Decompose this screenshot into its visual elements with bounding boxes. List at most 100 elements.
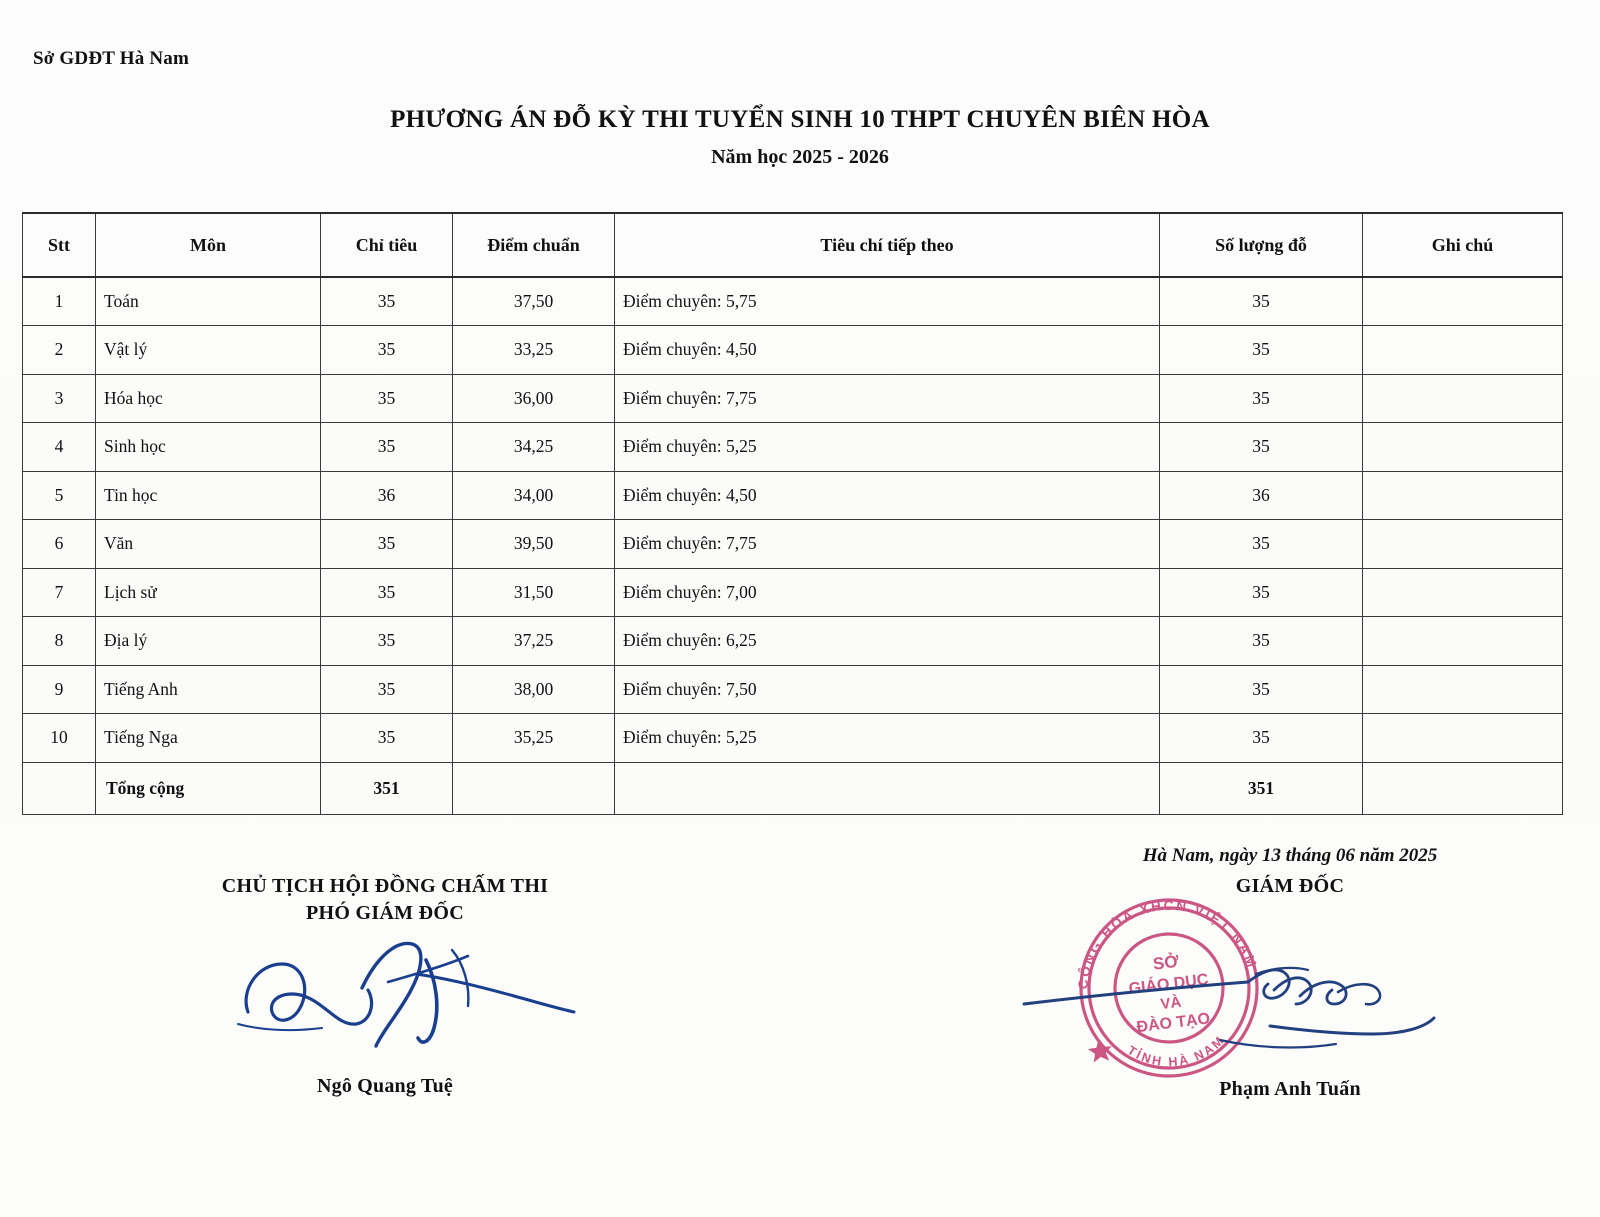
cell-cutoff: 35,25: [452, 713, 615, 763]
cell-admitted: 35: [1159, 664, 1363, 714]
cell-subject: Tiếng Nga: [95, 713, 321, 763]
cell-total-notes: [1362, 761, 1563, 815]
table-row: 9 Tiếng Anh 35 38,00 Điểm chuyên: 7,50 3…: [22, 664, 1563, 714]
cell-criteria: Điểm chuyên: 7,75: [614, 519, 1160, 569]
svg-text:CỘNG HÒA XHCN VIỆT NAM: CỘNG HÒA XHCN VIỆT NAM: [1066, 887, 1261, 992]
signature-name-right: Phạm Anh Tuấn: [1219, 1078, 1361, 1100]
cell-subject: Lịch sử: [95, 567, 321, 617]
cell-criteria: Điểm chuyên: 6,25: [614, 616, 1160, 666]
cell-cutoff: 37,25: [452, 616, 615, 666]
cell-stt: 10: [22, 713, 96, 763]
cell-notes: [1362, 567, 1563, 617]
cell-criteria: Điểm chuyên: 4,50: [614, 470, 1160, 520]
cell-quota: 35: [320, 276, 453, 326]
table-row: 8 Địa lý 35 37,25 Điểm chuyên: 6,25 35: [22, 616, 1563, 666]
stamp-bottom-text: TỈNH HÀ NAM: [1124, 1032, 1231, 1075]
cell-subject: Toán: [95, 276, 321, 326]
cell-admitted: 35: [1159, 616, 1363, 666]
cell-quota: 36: [320, 470, 453, 520]
column-header-notes: Ghi chú: [1362, 212, 1563, 278]
cell-criteria: Điểm chuyên: 7,75: [614, 373, 1160, 423]
signature-block-right: GIÁM ĐỐC: [1030, 873, 1550, 900]
cell-stt: 7: [22, 567, 96, 617]
cell-subject: Địa lý: [95, 616, 321, 666]
table-row: 5 Tin học 36 34,00 Điểm chuyên: 4,50 36: [22, 470, 1563, 520]
column-header-subject: Môn: [95, 212, 321, 278]
cell-admitted: 35: [1159, 373, 1363, 423]
cell-admitted: 35: [1159, 713, 1363, 763]
cell-cutoff: 37,50: [452, 276, 615, 326]
cell-cutoff: 34,00: [452, 470, 615, 520]
cell-criteria: Điểm chuyên: 4,50: [614, 325, 1160, 375]
signature-role-chairman: CHỦ TỊCH HỘI ĐỒNG CHẤM THI: [221, 875, 549, 897]
cell-stt: 2: [22, 325, 96, 375]
cell-quota: 35: [320, 713, 453, 763]
handwritten-signature-icon-left: [237, 941, 576, 1048]
cell-cutoff: 38,00: [452, 664, 615, 714]
stamp-center-line-4: ĐÀO TẠO: [1135, 1008, 1211, 1036]
signature-date-line: Hà Nam, ngày 13 tháng 06 năm 2025: [1142, 845, 1438, 866]
cell-total-label: Tổng cộng: [95, 761, 321, 815]
stamp-center-line-2: GIÁO DỤC: [1128, 969, 1210, 998]
cell-admitted: 35: [1159, 422, 1363, 472]
cell-subject: Văn: [95, 519, 321, 569]
cell-stt: 8: [22, 616, 96, 666]
column-header-cutoff: Điểm chuẩn: [452, 212, 615, 278]
cell-quota: 35: [320, 325, 453, 375]
cell-stt: 6: [22, 519, 96, 569]
column-header-quota: Chỉ tiêu: [320, 212, 453, 278]
cell-subject: Vật lý: [95, 325, 321, 375]
table-total-row: Tổng cộng 351 351: [22, 761, 1563, 815]
cell-notes: [1362, 422, 1563, 472]
cell-admitted: 35: [1159, 325, 1363, 375]
table-row: 10 Tiếng Nga 35 35,25 Điểm chuyên: 5,25 …: [22, 713, 1563, 763]
handwritten-signature-icon-right: [1022, 966, 1436, 1049]
cell-criteria: Điểm chuyên: 5,25: [614, 713, 1160, 763]
table-row: 6 Văn 35 39,50 Điểm chuyên: 7,75 35: [22, 519, 1563, 569]
column-header-admitted: Số lượng đỗ: [1159, 212, 1363, 278]
cell-stt: 3: [22, 373, 96, 423]
column-header-stt: Stt: [22, 212, 96, 278]
cell-admitted: 35: [1159, 519, 1363, 569]
stamp-outer-text: CỘNG HÒA XHCN VIỆT NAM: [1066, 887, 1261, 992]
cell-total-quota: 351: [320, 761, 453, 815]
organization-header: Sở GDĐT Hà Nam: [33, 48, 190, 69]
cell-cutoff: 36,00: [452, 373, 615, 423]
table-body: 1 Toán 35 37,50 Điểm chuyên: 5,75 35 2 V…: [22, 276, 1563, 815]
table-row: 4 Sinh học 35 34,25 Điểm chuyên: 5,25 35: [22, 422, 1563, 472]
cell-notes: [1362, 276, 1563, 326]
cell-quota: 35: [320, 616, 453, 666]
table-row: 1 Toán 35 37,50 Điểm chuyên: 5,75 35: [22, 276, 1563, 326]
cell-total-admitted: 351: [1159, 761, 1363, 815]
cell-total-criteria: [614, 761, 1160, 815]
cell-quota: 35: [320, 373, 453, 423]
page-title: PHƯƠNG ÁN ĐỖ KỲ THI TUYỂN SINH 10 THPT C…: [390, 106, 1210, 133]
cell-notes: [1362, 713, 1563, 763]
cell-subject: Sinh học: [95, 422, 321, 472]
cell-admitted: 35: [1159, 567, 1363, 617]
title-block: PHƯƠNG ÁN ĐỖ KỲ THI TUYỂN SINH 10 THPT C…: [0, 106, 1600, 169]
official-seal-stamp-icon: CỘNG HÒA XHCN VIỆT NAM TỈNH HÀ NAM SỞ GI…: [1052, 876, 1287, 1100]
cell-admitted: 35: [1159, 276, 1363, 326]
admissions-table-wrapper: Stt Môn Chỉ tiêu Điểm chuẩn Tiêu chí tiế…: [22, 212, 1563, 815]
cell-cutoff: 33,25: [452, 325, 615, 375]
cell-admitted: 36: [1159, 470, 1363, 520]
cell-stt: 9: [22, 664, 96, 714]
cell-notes: [1362, 373, 1563, 423]
cell-notes: [1362, 616, 1563, 666]
svg-text:TỈNH HÀ NAM: TỈNH HÀ NAM: [1124, 1032, 1231, 1075]
cell-cutoff: 31,50: [452, 567, 615, 617]
page-subtitle: Năm học 2025 - 2026: [711, 146, 889, 168]
cell-stt: 5: [22, 470, 96, 520]
cell-criteria: Điểm chuyên: 5,25: [614, 422, 1160, 472]
cell-cutoff: 34,25: [452, 422, 615, 472]
table-row: 2 Vật lý 35 33,25 Điểm chuyên: 4,50 35: [22, 325, 1563, 375]
table-header-row: Stt Môn Chỉ tiêu Điểm chuẩn Tiêu chí tiế…: [22, 212, 1563, 278]
signature-block-left: CHỦ TỊCH HỘI ĐỒNG CHẤM THI PHÓ GIÁM ĐỐC: [95, 873, 675, 927]
cell-subject: Tin học: [95, 470, 321, 520]
cell-quota: 35: [320, 664, 453, 714]
cell-cutoff: 39,50: [452, 519, 615, 569]
signature-role-director: GIÁM ĐỐC: [1235, 875, 1345, 897]
cell-quota: 35: [320, 567, 453, 617]
cell-total-cutoff: [452, 761, 615, 815]
